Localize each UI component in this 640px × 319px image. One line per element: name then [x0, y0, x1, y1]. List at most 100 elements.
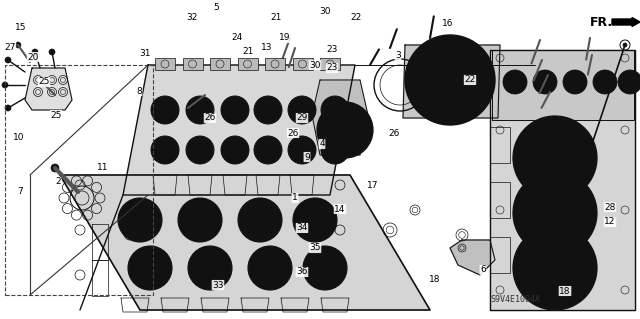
Polygon shape: [312, 80, 368, 155]
Circle shape: [326, 141, 344, 159]
Circle shape: [623, 43, 627, 47]
Circle shape: [317, 102, 373, 158]
Text: 8: 8: [136, 86, 142, 95]
Circle shape: [226, 101, 244, 119]
Circle shape: [221, 96, 249, 124]
Text: 26: 26: [388, 129, 400, 137]
Text: 36: 36: [296, 268, 308, 277]
Text: 24: 24: [232, 33, 243, 42]
Text: 33: 33: [212, 280, 224, 290]
Circle shape: [288, 136, 316, 164]
Circle shape: [248, 246, 292, 290]
Circle shape: [191, 141, 209, 159]
Text: 23: 23: [326, 46, 338, 55]
Circle shape: [191, 101, 209, 119]
Circle shape: [32, 49, 38, 55]
Circle shape: [593, 70, 617, 94]
Polygon shape: [60, 175, 430, 310]
Polygon shape: [492, 50, 634, 120]
Circle shape: [563, 70, 587, 94]
Circle shape: [310, 253, 340, 283]
Text: 28: 28: [604, 203, 616, 211]
Bar: [155, 58, 175, 70]
Text: 13: 13: [261, 42, 273, 51]
Circle shape: [128, 246, 172, 290]
Text: 26: 26: [204, 114, 216, 122]
Bar: [182, 58, 202, 70]
Text: 18: 18: [559, 286, 571, 295]
Bar: [210, 58, 230, 70]
Circle shape: [49, 49, 55, 55]
Circle shape: [15, 42, 21, 48]
Circle shape: [513, 226, 597, 310]
Text: 30: 30: [309, 61, 321, 70]
Circle shape: [135, 253, 165, 283]
Circle shape: [288, 96, 316, 124]
Text: 1: 1: [292, 194, 298, 203]
Circle shape: [525, 238, 585, 298]
Circle shape: [418, 48, 482, 112]
Polygon shape: [123, 65, 355, 195]
Circle shape: [513, 116, 597, 200]
Circle shape: [178, 198, 222, 242]
Text: 18: 18: [429, 276, 441, 285]
Text: 27: 27: [4, 42, 16, 51]
Text: 35: 35: [309, 243, 321, 253]
Circle shape: [245, 205, 275, 235]
Circle shape: [186, 136, 214, 164]
Text: 21: 21: [243, 48, 253, 56]
Circle shape: [188, 246, 232, 290]
Text: 15: 15: [15, 24, 27, 33]
Circle shape: [326, 101, 344, 119]
Bar: [237, 58, 257, 70]
Circle shape: [195, 253, 225, 283]
Circle shape: [186, 96, 214, 124]
Circle shape: [525, 128, 585, 188]
Circle shape: [221, 136, 249, 164]
Circle shape: [293, 141, 311, 159]
Text: 23: 23: [326, 63, 338, 72]
Circle shape: [255, 253, 285, 283]
Circle shape: [525, 183, 585, 243]
Text: FR.: FR.: [590, 16, 613, 28]
Polygon shape: [490, 50, 635, 310]
Polygon shape: [25, 68, 72, 110]
Circle shape: [151, 96, 179, 124]
Text: 3: 3: [395, 51, 401, 61]
FancyArrow shape: [612, 18, 640, 26]
Circle shape: [321, 136, 349, 164]
Text: 25: 25: [51, 110, 61, 120]
Circle shape: [293, 101, 311, 119]
Circle shape: [300, 205, 330, 235]
Circle shape: [513, 171, 597, 255]
Circle shape: [405, 35, 495, 125]
Polygon shape: [403, 45, 500, 118]
Circle shape: [293, 198, 337, 242]
Text: 30: 30: [319, 8, 331, 17]
Circle shape: [156, 141, 174, 159]
Text: 2: 2: [55, 177, 61, 187]
Circle shape: [156, 101, 174, 119]
Circle shape: [118, 198, 162, 242]
Text: 9: 9: [304, 152, 310, 161]
Text: 6: 6: [480, 265, 486, 275]
Circle shape: [533, 70, 557, 94]
Circle shape: [125, 205, 155, 235]
Text: 19: 19: [279, 33, 291, 42]
Polygon shape: [450, 240, 495, 275]
Circle shape: [503, 70, 527, 94]
Circle shape: [442, 72, 458, 88]
Circle shape: [259, 101, 277, 119]
Bar: [292, 58, 312, 70]
Bar: [265, 58, 285, 70]
Circle shape: [5, 57, 11, 63]
Text: 7: 7: [17, 187, 23, 196]
Text: 14: 14: [334, 204, 346, 213]
Text: S9V4E1004A: S9V4E1004A: [490, 295, 540, 305]
Text: 22: 22: [465, 76, 476, 85]
Text: 20: 20: [28, 53, 38, 62]
Text: 25: 25: [38, 78, 50, 86]
Text: 17: 17: [367, 181, 379, 189]
Circle shape: [151, 136, 179, 164]
Circle shape: [238, 198, 282, 242]
